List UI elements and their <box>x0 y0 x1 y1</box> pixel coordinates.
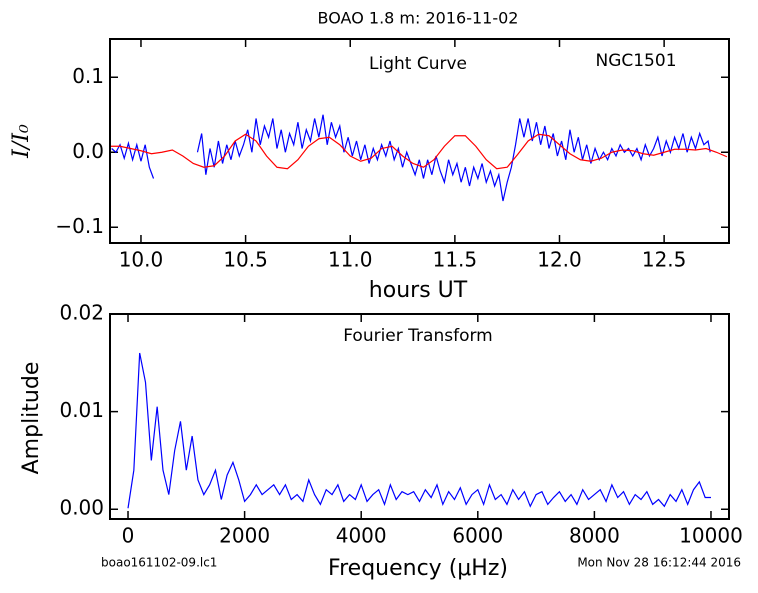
x-tick-label: 6000 <box>452 524 503 548</box>
x-axis-label: Frequency (μHz) <box>328 556 508 581</box>
annotation: Fourier Transform <box>343 326 492 346</box>
y-tick-label: 0.00 <box>59 496 104 520</box>
y-tick-label: 0.1 <box>72 64 104 88</box>
y-tick-label: −0.1 <box>55 214 104 238</box>
plot-frame <box>109 38 730 244</box>
figure-title: BOAO 1.8 m: 2016-11-02 <box>318 9 519 28</box>
data-line <box>127 352 711 509</box>
x-tick-label: 4000 <box>336 524 387 548</box>
x-tick-label: 11.0 <box>328 248 373 272</box>
y-axis-label: Amplitude <box>19 362 44 475</box>
x-tick-label: 8000 <box>569 524 620 548</box>
x-axis-label: hours UT <box>369 278 468 303</box>
annotation: Light Curve <box>369 54 467 74</box>
plot-frame <box>109 313 730 520</box>
y-tick-label: 0.01 <box>59 398 104 422</box>
x-tick-label: 10.5 <box>223 248 268 272</box>
x-tick-label: 10.0 <box>119 248 164 272</box>
x-tick-label: 0 <box>122 524 135 548</box>
y-tick-label: 0.0 <box>72 139 104 163</box>
data-line <box>111 114 711 202</box>
x-tick-label: 12.0 <box>537 248 582 272</box>
x-tick-label: 12.5 <box>642 248 687 272</box>
x-tick-label: 10000 <box>679 524 743 548</box>
data-line <box>109 133 728 170</box>
footnote: Mon Nov 28 16:12:44 2016 <box>577 556 741 570</box>
x-tick-label: 11.5 <box>433 248 478 272</box>
annotation: NGC1501 <box>595 51 676 71</box>
footnote: boao161102-09.lc1 <box>101 556 217 570</box>
y-tick-label: 0.02 <box>59 301 104 325</box>
y-axis-label: I/I₀ <box>9 124 34 159</box>
x-tick-label: 2000 <box>219 524 270 548</box>
